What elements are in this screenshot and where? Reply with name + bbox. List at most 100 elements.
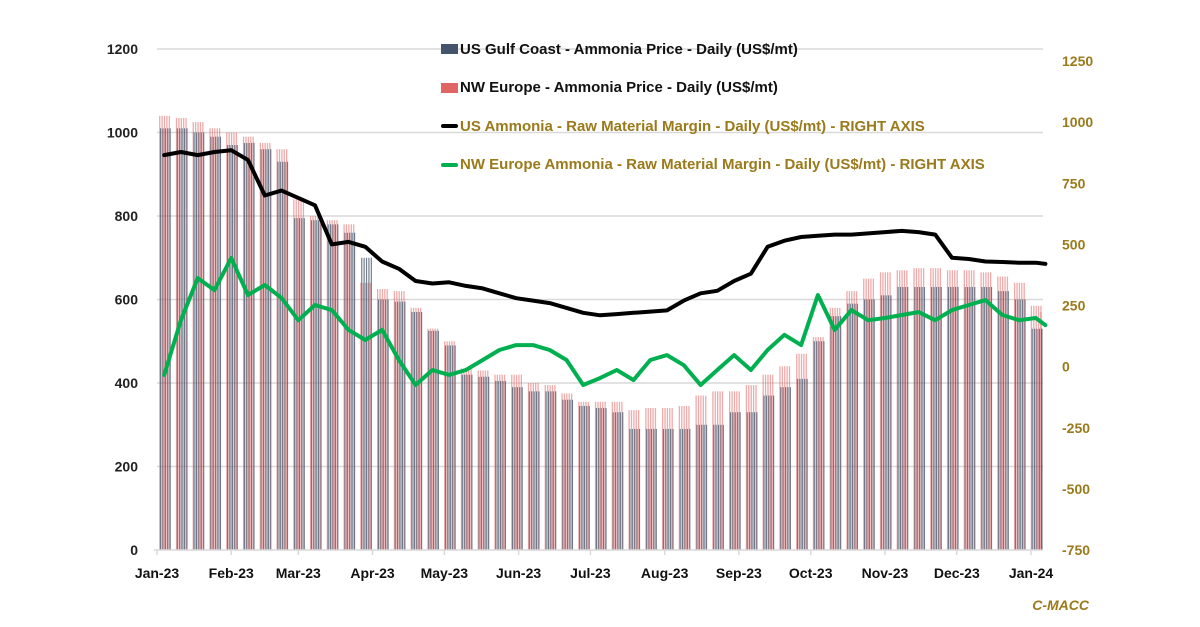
- bar-nwe-price: [820, 337, 822, 550]
- bar-us-price: [1034, 328, 1036, 550]
- bar-us-price: [586, 405, 588, 550]
- bar-us-price: [916, 286, 918, 550]
- bar-nwe-price: [513, 374, 515, 550]
- bar-us-price: [516, 387, 518, 550]
- bar-us-price: [1017, 299, 1019, 550]
- bar-nwe-price: [597, 401, 599, 550]
- bar-us-price: [703, 424, 705, 550]
- bar-us-price: [418, 312, 420, 550]
- bar-nwe-price: [269, 142, 271, 550]
- bar-us-price: [749, 412, 751, 550]
- bar-nwe-price: [951, 270, 954, 550]
- bar-us-price: [437, 330, 439, 550]
- bar-nwe-price: [520, 374, 522, 550]
- bar-us-price: [969, 286, 971, 550]
- bar-us-price: [1036, 328, 1038, 550]
- bar-us-price: [564, 399, 566, 550]
- bar-nwe-price: [180, 117, 182, 550]
- bar-nwe-price: [568, 393, 570, 550]
- bar-us-price: [279, 161, 281, 550]
- bar-us-price: [231, 145, 234, 550]
- bar-nwe-price: [899, 270, 901, 550]
- bar-us-price: [535, 391, 538, 550]
- bar-us-price: [784, 387, 787, 550]
- bar-nwe-price: [903, 270, 906, 550]
- bar-us-price: [301, 218, 303, 550]
- bar-us-price: [569, 399, 571, 550]
- bar-nwe-price: [511, 374, 513, 550]
- bar-nwe-price: [1004, 276, 1006, 550]
- bar-us-price: [773, 395, 775, 550]
- line-nwe-margin: [162, 256, 1048, 387]
- bar-us-price: [332, 224, 334, 550]
- bar-us-price: [195, 132, 198, 550]
- bar-us-price: [212, 136, 214, 551]
- bar-us-price: [432, 330, 435, 550]
- bar-us-price: [461, 374, 463, 550]
- bar-us-price: [533, 391, 535, 550]
- bar-nwe-price: [796, 353, 798, 550]
- bar-nwe-price: [429, 328, 431, 550]
- bar-nwe-price: [554, 385, 556, 550]
- bar-nwe-price: [527, 383, 530, 550]
- bar-us-price: [614, 412, 617, 550]
- bar-nwe-price: [168, 115, 170, 551]
- bar-us-price: [856, 303, 859, 550]
- bar-nwe-price: [226, 132, 228, 550]
- bar-us-price: [217, 136, 219, 551]
- bar-us-price: [854, 303, 856, 550]
- bar-us-price: [430, 330, 432, 550]
- bar-us-price: [471, 374, 473, 550]
- bar-us-price: [655, 428, 657, 550]
- bar-us-price: [1019, 299, 1021, 550]
- bar-nwe-price: [353, 224, 355, 550]
- bar-us-price: [679, 428, 681, 550]
- bar-us-price: [899, 286, 902, 550]
- bar-nwe-price: [216, 128, 218, 550]
- bar-nwe-price: [920, 268, 922, 550]
- bar-nwe-price: [681, 405, 683, 550]
- bar-nwe-price: [990, 272, 992, 550]
- bar-nwe-price: [309, 216, 312, 550]
- bar-nwe-price: [209, 128, 211, 550]
- bar-nwe-price: [719, 391, 721, 550]
- bar-nwe-price: [683, 405, 685, 550]
- bar-nwe-price: [532, 383, 534, 550]
- bar-us-price: [351, 232, 353, 550]
- bar-nwe-price: [803, 353, 805, 550]
- bar-nwe-price: [671, 408, 673, 550]
- bar-us-price: [868, 299, 870, 550]
- bar-nwe-price: [477, 370, 479, 550]
- bar-us-price: [1005, 291, 1007, 550]
- bar-nwe-price: [980, 272, 982, 550]
- bar-nwe-price: [872, 278, 874, 550]
- bar-nwe-price: [547, 385, 549, 550]
- bar-us-price: [998, 291, 1000, 550]
- bar-us-price: [1024, 299, 1026, 550]
- bar-nwe-price: [738, 391, 740, 550]
- bar-nwe-price: [403, 291, 405, 550]
- x-axis-tick-label: Mar-23: [276, 565, 321, 581]
- bar-nwe-price: [647, 408, 649, 550]
- bar-nwe-price: [784, 366, 786, 550]
- legend-label-nwe-margin: NW Europe Ammonia - Raw Material Margin …: [460, 156, 985, 174]
- bar-nwe-price: [618, 401, 621, 550]
- bar-nwe-price: [695, 395, 697, 550]
- bar-nwe-price: [781, 366, 783, 550]
- bar-us-price: [902, 286, 904, 550]
- bar-nwe-price: [772, 374, 774, 550]
- bar-nwe-price: [645, 408, 647, 550]
- bar-us-price: [971, 286, 973, 550]
- bar-us-price: [1022, 299, 1024, 550]
- bar-us-price: [583, 405, 586, 550]
- x-axis-tick-label: Apr-23: [350, 565, 395, 581]
- legend-swatch-us-margin: [441, 124, 458, 129]
- bar-nwe-price: [446, 341, 448, 550]
- x-axis-tick-label: Jan-23: [135, 565, 180, 581]
- bar-us-price: [1031, 328, 1033, 550]
- bar-us-price: [219, 136, 222, 551]
- bar-nwe-price: [649, 408, 652, 550]
- bar-us-price: [555, 391, 557, 550]
- line-series: [162, 148, 1048, 387]
- bar-nwe-price: [630, 410, 633, 550]
